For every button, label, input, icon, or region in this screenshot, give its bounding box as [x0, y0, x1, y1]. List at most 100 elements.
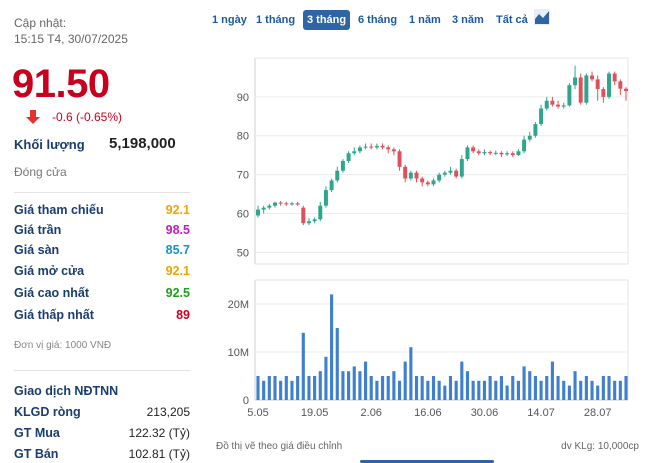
area-chart-icon[interactable] [534, 9, 550, 25]
price-row-open: Giá mở cửa 92.1 [14, 264, 190, 284]
candle-body [578, 77, 583, 103]
candle-body [295, 203, 300, 205]
scroll-indicator[interactable] [360, 460, 494, 463]
unit-note: Đơn vị giá: 1000 VNĐ [14, 340, 112, 351]
volume-tick-label: 0 [243, 395, 249, 407]
candle-body [567, 85, 572, 106]
candle-body [550, 100, 555, 105]
candle-body [595, 79, 600, 90]
divider [14, 192, 190, 193]
candle-body [590, 75, 595, 80]
volume-bar [618, 380, 622, 400]
candle-body [278, 202, 283, 204]
candle-body [499, 152, 504, 155]
tab-1-day[interactable]: 1 ngày [212, 14, 247, 26]
candle-body [391, 149, 396, 152]
foreign-label: GT Bán [14, 447, 59, 461]
volume-bar [482, 380, 487, 400]
volume-unit-note: dv KLg: 10,000cp [561, 441, 639, 452]
volume-bar [596, 385, 600, 400]
volume-bar [420, 376, 424, 400]
volume-bar [273, 376, 277, 400]
volume-bar [284, 376, 288, 400]
volume-bar [528, 371, 532, 400]
volume-bar [279, 380, 283, 400]
volume-bar [539, 380, 543, 400]
price-gridlines: 50 60 70 80 90 [237, 92, 628, 259]
tab-all[interactable]: Tất cả [496, 14, 528, 26]
candle-body [397, 151, 402, 167]
candle-body [516, 151, 521, 156]
x-tick-label: 19.05 [301, 407, 329, 419]
candle-body [612, 73, 617, 82]
price-row-low: Giá thấp nhất 89 [14, 308, 190, 328]
candle-body [335, 170, 340, 181]
volume-bar [443, 385, 447, 400]
tab-6-months[interactable]: 6 tháng [358, 14, 398, 26]
volume-bar [533, 376, 537, 400]
candle-body [488, 152, 493, 154]
volume-bar [607, 376, 611, 400]
volume-bar [562, 380, 566, 400]
price-label: Giá sàn [14, 243, 60, 257]
volume-bar [296, 376, 300, 400]
candle-body [448, 170, 453, 173]
x-axis-labels: 5.05 19.05 2.06 16.06 30.06 14.07 28.07 [247, 407, 611, 419]
price-change: -0.6 (-0.65%) [52, 110, 123, 124]
candle-body [408, 172, 413, 179]
price-row-high: Giá cao nhất 92.5 [14, 286, 190, 306]
volume-bar [352, 366, 356, 400]
candle-body [561, 105, 566, 107]
stock-chart: 50 60 70 80 90 0 10M 20M 5.05 19.05 2.06 16.06 30.… [228, 57, 629, 419]
volume-bar [488, 376, 492, 400]
volume-bar [369, 376, 373, 400]
volume-bar [448, 376, 453, 400]
x-tick-label: 28.07 [584, 407, 612, 419]
candle-body [442, 172, 447, 175]
candle-body [607, 73, 611, 97]
candle-body [425, 182, 430, 185]
candle-body [437, 174, 442, 181]
price-value: 92.1 [165, 264, 190, 278]
volume-bar [579, 380, 583, 400]
candle-body [301, 207, 306, 224]
volume-bar [256, 376, 260, 400]
volume-bar [341, 371, 345, 400]
price-value: 89 [176, 308, 190, 322]
tab-3-months[interactable]: 3 tháng [303, 10, 351, 30]
foreign-value: 213,205 [146, 405, 190, 419]
candle-body [510, 153, 515, 156]
candle-body [618, 81, 623, 89]
volume-bar [358, 371, 362, 400]
volume-bar [494, 380, 498, 400]
candle-body [624, 88, 628, 92]
candle-body [329, 180, 334, 191]
foreign-row-net: KLGD ròng 213,205 [14, 405, 190, 425]
price-label: Giá mở cửa [14, 264, 85, 278]
foreign-label: GT Mua [14, 426, 60, 440]
tab-1-year[interactable]: 1 năm [409, 14, 441, 26]
foreign-value: 122.32 (Tỷ) [128, 426, 190, 440]
tab-3-years[interactable]: 3 năm [452, 14, 484, 26]
candle-body [340, 161, 345, 171]
quote-panel: Cập nhật: 15:15 T4, 30/07/2025 91.50 -0.… [0, 0, 200, 463]
current-price: 91.50 [12, 62, 110, 106]
volume-label: Khối lượng [14, 137, 85, 152]
price-row-reference: Giá tham chiếu 92.1 [14, 203, 190, 223]
candle-body [380, 145, 385, 148]
candle-body [352, 151, 357, 154]
candle-body [459, 159, 464, 177]
candle-body [284, 203, 289, 205]
chart-footnote: Đồ thị vẽ theo giá điều chỉnh [216, 441, 343, 452]
candle-body [261, 207, 266, 210]
candle-body [318, 205, 323, 220]
volume-bar [516, 380, 520, 400]
candlestick-series [256, 65, 628, 226]
updated-label: Cập nhật: [14, 16, 67, 30]
volume-bar [347, 371, 351, 400]
candle-body [420, 178, 425, 183]
tab-1-month[interactable]: 1 tháng [256, 14, 296, 26]
volume-bar [267, 376, 271, 400]
volume-bar [437, 380, 441, 400]
volume-bar [584, 376, 588, 400]
